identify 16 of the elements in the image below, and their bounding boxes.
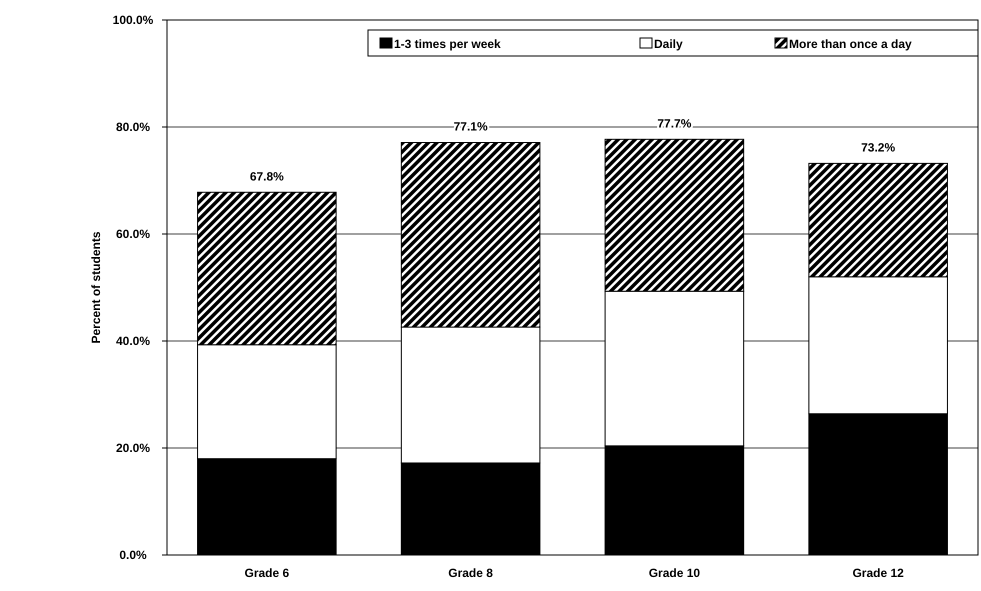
y-tick-label: 100.0% xyxy=(112,13,154,27)
x-tick-label: Grade 8 xyxy=(448,566,494,580)
total-label: 67.8% xyxy=(250,169,284,184)
y-tick-label: 0.0% xyxy=(119,548,147,562)
legend-label: 1-3 times per week xyxy=(394,37,502,51)
y-tick-label: 60.0% xyxy=(116,227,150,241)
x-tick-label: Grade 10 xyxy=(648,566,700,580)
y-axis-title: Percent of students xyxy=(89,231,103,344)
y-tick-label: 40.0% xyxy=(116,334,150,348)
y-tick-label: 20.0% xyxy=(116,441,150,455)
y-tick-label: 80.0% xyxy=(116,120,150,134)
legend-label: More than once a day xyxy=(789,37,912,51)
legend-label: Daily xyxy=(654,37,684,51)
x-tick-label: Grade 12 xyxy=(852,566,904,580)
total-label: 73.2% xyxy=(861,140,896,154)
x-tick-label: Grade 6 xyxy=(244,566,290,580)
